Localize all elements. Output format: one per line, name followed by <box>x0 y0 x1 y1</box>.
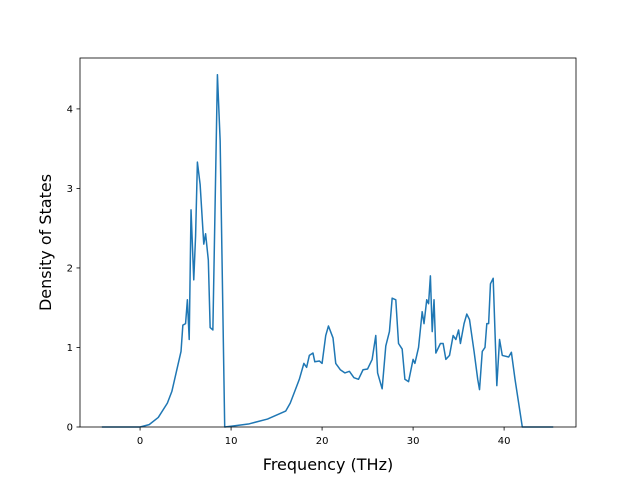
y-tick-label: 0 <box>67 423 73 434</box>
x-tick-label: 20 <box>316 436 329 447</box>
y-tick-label: 4 <box>67 104 73 115</box>
x-axis-label: Frequency (THz) <box>263 455 393 474</box>
x-tick-label: 30 <box>407 436 420 447</box>
x-tick-label: 0 <box>137 436 143 447</box>
x-tick-label: 10 <box>225 436 238 447</box>
data-line <box>101 73 554 428</box>
y-axis-label: Density of States <box>36 174 55 311</box>
plot-frame <box>79 57 577 428</box>
x-tick-label: 40 <box>498 436 511 447</box>
y-tick-label: 2 <box>67 263 73 274</box>
y-tick-label: 3 <box>67 184 73 195</box>
y-tick-label: 1 <box>67 343 73 354</box>
